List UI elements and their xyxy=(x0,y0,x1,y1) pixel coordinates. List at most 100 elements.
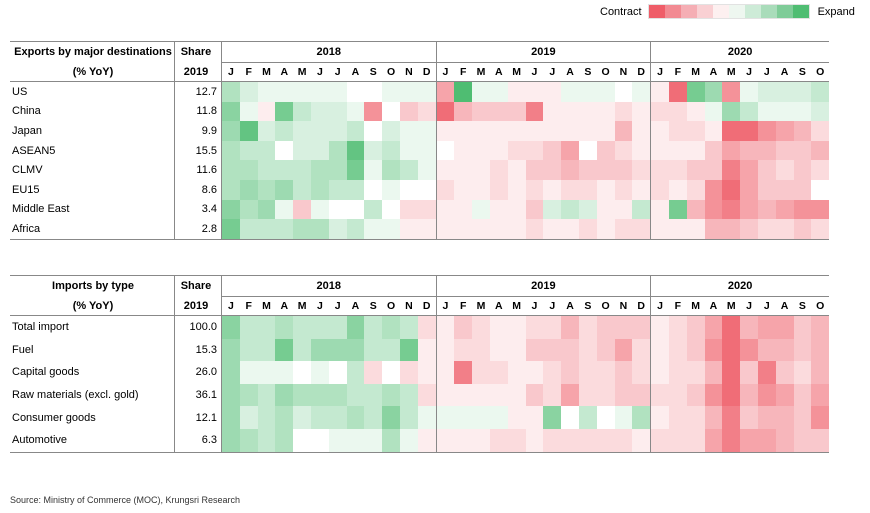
heatmap-cell xyxy=(775,428,794,453)
month-label: O xyxy=(596,296,615,316)
heatmap-cell xyxy=(740,121,758,141)
month-label: J xyxy=(310,296,329,316)
heatmap-cell xyxy=(239,315,258,339)
heatmap-cell xyxy=(435,383,455,407)
heatmap-cell xyxy=(775,121,794,141)
heatmap-cell xyxy=(328,338,347,362)
heatmap-cell xyxy=(364,140,383,161)
heatmap-cell xyxy=(364,160,383,180)
month-label: N xyxy=(399,296,418,316)
heatmap-cell xyxy=(650,140,669,161)
heatmap-cell xyxy=(668,121,687,141)
share-year: 2019 xyxy=(174,296,222,316)
heatmap-cell xyxy=(543,121,562,141)
row-share: 3.4 xyxy=(174,199,222,220)
row-label: Fuel xyxy=(10,338,175,362)
month-label: A xyxy=(489,296,508,316)
heatmap-cell xyxy=(275,406,294,429)
row-label: Total import xyxy=(10,315,175,339)
heatmap-cell xyxy=(221,338,240,362)
month-label: F xyxy=(454,62,473,82)
heatmap-cell xyxy=(346,81,365,102)
row-share: 26.0 xyxy=(174,361,222,384)
row-label: EU15 xyxy=(10,179,175,200)
month-label: S xyxy=(793,62,812,82)
year-header: 2019 xyxy=(435,41,651,63)
heatmap-cell xyxy=(364,428,383,453)
heatmap-cell xyxy=(543,160,562,180)
heatmap-cell xyxy=(740,140,758,161)
heatmap-cell xyxy=(507,338,526,362)
row-label: China xyxy=(10,101,175,122)
heatmap-cell xyxy=(382,101,400,122)
heatmap-cell xyxy=(525,428,544,453)
heatmap-cell xyxy=(632,160,651,180)
heatmap-cell xyxy=(489,406,508,429)
heatmap-cell xyxy=(364,219,383,240)
heatmap-cell xyxy=(811,406,830,429)
heatmap-cell xyxy=(614,121,633,141)
heatmap-row: EU15 8.6 xyxy=(10,179,830,200)
heatmap-cell xyxy=(793,338,812,362)
heatmap-cell xyxy=(686,383,705,407)
heatmap-cell xyxy=(435,121,455,141)
month-label: F xyxy=(239,296,258,316)
heatmap-cell xyxy=(454,160,473,180)
month-label: D xyxy=(417,62,437,82)
heatmap-cell xyxy=(740,199,758,220)
year-header: 2020 xyxy=(650,41,830,63)
heatmap-cell xyxy=(757,361,776,384)
heatmap-cell xyxy=(811,315,830,339)
month-label: M xyxy=(257,296,276,316)
heatmap-cell xyxy=(775,160,794,180)
heatmap-cell xyxy=(525,361,544,384)
heatmap-cell xyxy=(757,160,776,180)
year-header: 2018 xyxy=(221,275,437,297)
heatmap-cell xyxy=(775,101,794,122)
heatmap-cell xyxy=(275,81,294,102)
month-label: J xyxy=(740,62,758,82)
heatmap-cell xyxy=(257,121,276,141)
month-label: A xyxy=(561,296,579,316)
row-label: Consumer goods xyxy=(10,406,175,429)
heatmap-cell xyxy=(489,179,508,200)
heatmap-cell xyxy=(525,140,544,161)
heatmap-cell xyxy=(399,338,418,362)
heatmap-cell xyxy=(775,179,794,200)
heatmap-cell xyxy=(704,179,723,200)
heatmap-cell xyxy=(775,361,794,384)
heatmap-cell xyxy=(257,406,276,429)
heatmap-cell xyxy=(310,81,329,102)
month-label: D xyxy=(632,296,651,316)
heatmap-cell xyxy=(399,140,418,161)
heatmap-cell xyxy=(382,121,400,141)
heatmap-cell xyxy=(793,428,812,453)
heatmap-cell xyxy=(722,179,741,200)
heatmap-cell xyxy=(472,121,490,141)
heatmap-cell xyxy=(293,383,311,407)
heatmap-cell xyxy=(239,406,258,429)
heatmap-cell xyxy=(310,160,329,180)
heatmap-cell xyxy=(668,383,687,407)
heatmap-cell xyxy=(596,315,615,339)
month-label: J xyxy=(435,296,455,316)
heatmap-cell xyxy=(668,428,687,453)
heatmap-cell xyxy=(811,338,830,362)
heatmap-cell xyxy=(757,101,776,122)
heatmap-cell xyxy=(454,361,473,384)
heatmap-cell xyxy=(740,315,758,339)
heatmap-row: Consumer goods 12.1 xyxy=(10,406,830,429)
heatmap-cell xyxy=(364,101,383,122)
heatmap-cell xyxy=(561,219,579,240)
heatmap-cell xyxy=(543,199,562,220)
heatmap-cell xyxy=(704,101,723,122)
heatmap-cell xyxy=(257,101,276,122)
heatmap-cell xyxy=(543,140,562,161)
month-label: J xyxy=(328,296,347,316)
heatmap-cell xyxy=(578,81,597,102)
heatmap-cell xyxy=(435,179,455,200)
month-label: D xyxy=(417,296,437,316)
heatmap-cell xyxy=(740,179,758,200)
heatmap-cell xyxy=(472,219,490,240)
heatmap-cell xyxy=(811,361,830,384)
